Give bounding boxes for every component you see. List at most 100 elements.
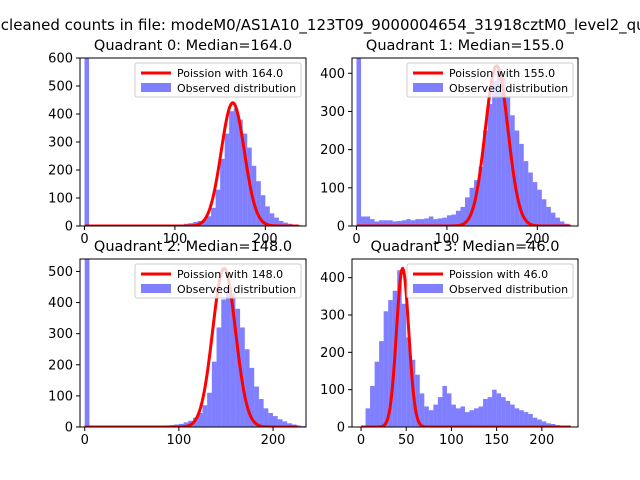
histogram-bar (496, 69, 502, 226)
histogram-bar (455, 210, 461, 226)
histogram-bar (274, 217, 279, 226)
histogram-bar (446, 215, 452, 226)
histogram-bar (406, 219, 411, 226)
y-tick-label: 500 (48, 265, 73, 280)
histogram-bar (220, 158, 225, 226)
histogram-bar (397, 270, 402, 427)
histogram-bar (532, 182, 538, 226)
legend: Poission with 148.0 Observed distribution (134, 263, 302, 299)
legend: Poission with 164.0 Observed distribution (134, 62, 302, 98)
histogram-bar (254, 386, 259, 427)
histogram-bar (251, 165, 257, 226)
histogram-bar (216, 327, 222, 427)
x-tick-label: 150 (484, 433, 509, 448)
x-tick-label: 100 (166, 433, 191, 448)
legend-bars-swatch (141, 83, 171, 92)
legend: Poission with 155.0 Observed distribution (406, 62, 574, 98)
histogram-bar (474, 408, 479, 427)
histogram-bar (451, 404, 456, 427)
histogram-bar (415, 374, 420, 427)
legend-box (134, 263, 302, 299)
histogram-bar (268, 413, 274, 427)
histogram-bar (474, 180, 479, 226)
histogram-bar (388, 300, 393, 427)
histogram-bar (428, 216, 434, 226)
histogram-bar (235, 308, 241, 427)
x-tick-label: 0 (352, 232, 360, 247)
histogram-bar (397, 221, 402, 226)
histogram-bar (546, 423, 551, 427)
panel-title: Quadrant 0: Median=164.0 (94, 38, 292, 54)
histogram-bar (559, 221, 565, 226)
histogram-bar (465, 197, 470, 226)
histogram-bar (537, 419, 542, 427)
histogram-bar (487, 103, 493, 226)
histogram-bar (374, 221, 380, 226)
histogram-bar (419, 219, 425, 226)
histogram-bar (229, 111, 234, 226)
histogram-bar (202, 405, 208, 427)
histogram-bar (263, 408, 269, 427)
histogram-bar (541, 421, 547, 427)
histogram-bar (374, 361, 380, 427)
panel-title: Quadrant 1: Median=155.0 (366, 38, 564, 54)
legend: Poission with 46.0 Observed distribution (406, 263, 574, 299)
histogram-bar (406, 337, 411, 427)
histogram-bar (265, 206, 270, 226)
histogram-bar (469, 410, 475, 427)
histogram-bar (383, 311, 389, 427)
histogram-bar (514, 408, 520, 427)
y-tick-label: 100 (48, 389, 73, 404)
y-tick-label: 0 (337, 220, 345, 235)
histogram-bar (437, 397, 443, 427)
legend-curve-label: Poission with 155.0 (449, 67, 555, 80)
y-tick-label: 200 (48, 164, 73, 179)
legend-curve-label: Poission with 46.0 (449, 268, 548, 281)
histogram-panel-3: Quadrant 3: Median=46.0 0 50 100 150 200 0 100 2… (320, 239, 579, 448)
histogram-bar (379, 341, 384, 427)
histogram-bar (225, 287, 231, 427)
y-tick-label: 300 (48, 327, 73, 342)
histogram-bar (224, 133, 230, 226)
x-tick-label: 100 (163, 232, 188, 247)
x-tick-label: 100 (435, 232, 460, 247)
histogram-bar (555, 217, 560, 226)
histogram-bar (537, 189, 542, 226)
x-tick-label: 0 (81, 433, 89, 448)
histogram-bar (514, 130, 520, 226)
x-tick-label: 200 (261, 433, 286, 448)
histogram-bar-zero (84, 259, 90, 427)
histogram-bar (478, 166, 484, 226)
legend-box (406, 62, 574, 98)
histogram-bar (269, 213, 275, 226)
x-tick-label: 100 (439, 433, 464, 448)
histogram-bar (460, 406, 465, 427)
y-tick-label: 500 (48, 80, 73, 95)
y-tick-label: 400 (48, 296, 73, 311)
histogram-bar (541, 199, 547, 226)
histogram-bar (546, 206, 551, 226)
legend-curve-label: Poission with 164.0 (177, 67, 283, 80)
histogram-bar (465, 412, 470, 427)
x-tick-label: 50 (398, 433, 415, 448)
panel-title: Quadrant 3: Median=46.0 (371, 239, 560, 255)
y-tick-label: 0 (65, 421, 73, 436)
y-tick-label: 200 (320, 346, 345, 361)
y-tick-label: 200 (320, 143, 345, 158)
histogram-bar (442, 385, 447, 427)
x-tick-label: 0 (357, 433, 365, 448)
histogram-bar (401, 220, 407, 226)
plot-area (83, 58, 302, 226)
histogram-bar (283, 222, 288, 226)
histogram-bar (528, 172, 533, 226)
panel-title: Quadrant 2: Median=148.0 (94, 239, 292, 255)
histogram-bar (202, 219, 207, 226)
y-tick-label: 200 (48, 358, 73, 373)
histogram-bar (361, 216, 366, 226)
histogram-bar (379, 220, 384, 226)
histogram-bar (532, 417, 538, 427)
poisson-curve (360, 266, 572, 427)
histogram-bar (365, 216, 371, 226)
histogram-bar (249, 367, 255, 427)
histogram-bar (287, 423, 292, 427)
